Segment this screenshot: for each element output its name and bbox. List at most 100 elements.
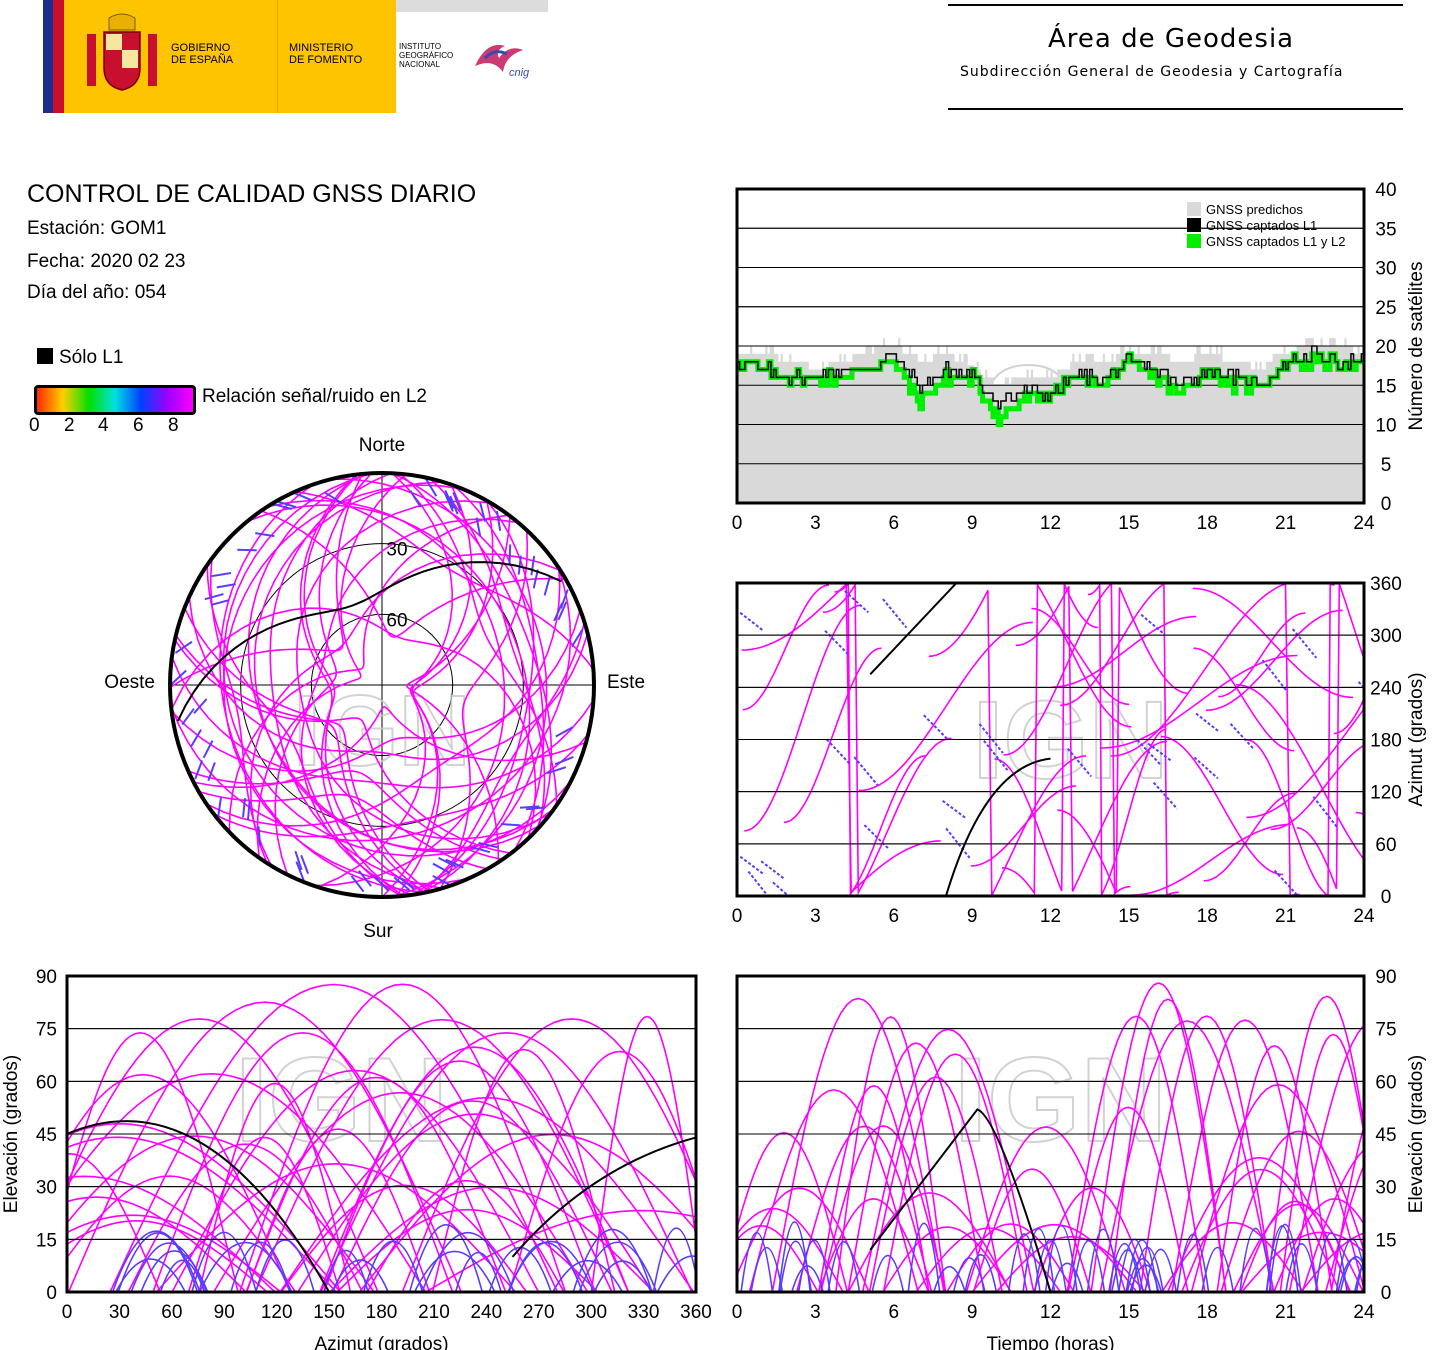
ministry-line-1: MINISTERIO xyxy=(289,42,354,54)
elevation-track xyxy=(366,1179,565,1292)
elevation-track xyxy=(971,1223,1138,1292)
elevation-track xyxy=(1032,1187,1152,1292)
low-elev-track xyxy=(1110,1249,1144,1292)
x-tick-label: 0 xyxy=(732,906,743,927)
low-elev-segment xyxy=(216,583,236,589)
sky-track xyxy=(260,510,566,638)
low-elev-segment xyxy=(444,493,454,512)
azimuth-track xyxy=(1203,792,1295,882)
y-tick-label: 75 xyxy=(36,1020,57,1041)
y-tick-label: 30 xyxy=(1375,259,1396,280)
low-elev-segment xyxy=(1229,723,1255,751)
low-elev-segment xyxy=(247,800,251,820)
snr-tick-6: 6 xyxy=(133,415,144,436)
azimuth-track xyxy=(858,621,1033,792)
sky-track xyxy=(395,500,494,897)
elevation-track xyxy=(245,1128,431,1292)
elevation-track xyxy=(771,997,945,1292)
low-elev-track xyxy=(1086,1228,1120,1292)
tracks: IGN xyxy=(737,982,1364,1292)
low-elev-track xyxy=(159,1259,206,1292)
azimuth-track xyxy=(783,647,882,824)
low-elev-segment xyxy=(190,729,202,748)
low-elev-segment xyxy=(1261,659,1287,691)
low-elev-segment xyxy=(300,854,310,874)
low-elev-segment xyxy=(194,760,204,780)
y-tick-label: 40 xyxy=(1375,180,1396,201)
x-tick-label: 24 xyxy=(1353,906,1375,927)
x-tick-label: 360 xyxy=(680,1302,712,1323)
elevation-track xyxy=(1090,982,1227,1292)
low-elev-track xyxy=(964,1254,998,1292)
l1-track xyxy=(945,757,1051,896)
label-south: Sur xyxy=(363,921,393,942)
l1-series-line xyxy=(737,345,1364,410)
low-elev-segment xyxy=(255,532,275,538)
azimuth-track xyxy=(1160,735,1284,876)
sky-track xyxy=(198,790,488,870)
low-elev-track xyxy=(552,1260,624,1292)
low-elev-segment xyxy=(555,726,574,738)
x-tick-label: 270 xyxy=(523,1302,555,1323)
sky-track xyxy=(183,607,426,894)
ign-line-3: NACIONAL xyxy=(399,60,440,69)
y-tick-label: 240 xyxy=(1370,678,1402,699)
area-subtitle: Subdirección General de Geodesia y Carto… xyxy=(960,64,1344,80)
low-elev-segment xyxy=(479,502,486,522)
tracks: IGN xyxy=(170,473,594,897)
x-tick-label: 240 xyxy=(470,1302,502,1323)
low-elev-segment xyxy=(324,491,343,504)
low-elev-segment xyxy=(525,806,546,811)
x-tick-label: 21 xyxy=(1275,513,1296,534)
low-elev-track xyxy=(791,1265,824,1292)
x-tick-label: 18 xyxy=(1197,513,1218,534)
low-elev-track xyxy=(1144,1248,1178,1292)
area-bottom-rule xyxy=(948,108,1403,110)
l1-track xyxy=(869,583,958,675)
elevation-track xyxy=(67,1122,341,1292)
x-tick-label: 150 xyxy=(313,1302,345,1323)
elevation-track xyxy=(818,1084,930,1292)
y-tick-label: 35 xyxy=(1375,219,1396,240)
azimuth-track xyxy=(928,590,1087,896)
elevation-track xyxy=(861,1028,1035,1292)
ign-line-1: INSTITUTO xyxy=(399,42,442,51)
low-elev-track xyxy=(907,1222,941,1292)
elevation-track xyxy=(1190,1083,1364,1292)
sky-track xyxy=(256,473,407,858)
elevation-track xyxy=(820,1125,947,1292)
ministry-divider xyxy=(277,0,278,113)
elevation-track xyxy=(835,1016,947,1292)
y-tick-label: 15 xyxy=(1375,376,1396,397)
elevation-track xyxy=(238,983,567,1292)
elevation-track xyxy=(1161,1221,1304,1292)
gov-yellow-panel xyxy=(64,0,277,113)
low-elev-segment xyxy=(170,669,187,685)
elevation-track xyxy=(401,1018,696,1292)
sky-track xyxy=(171,609,581,773)
low-elev-segment xyxy=(824,630,850,656)
plot-border xyxy=(735,581,1366,898)
low-elev-segment xyxy=(193,698,208,714)
elevation-track xyxy=(1330,1123,1364,1292)
satellite-count-chart: 0 5 10 15 20 25 30 35 40 0 3 6 9 12 15 18 21 24 Número de … xyxy=(732,180,1427,534)
low-elev-track xyxy=(1072,1240,1106,1292)
azimuth-track xyxy=(1333,696,1364,735)
ministry-line-2: DE FOMENTO xyxy=(289,54,363,66)
azimuth-track xyxy=(1060,583,1179,896)
elevation-track xyxy=(67,1219,268,1292)
l1-track xyxy=(177,561,562,722)
label-east: Este xyxy=(607,672,645,693)
low-elev-track xyxy=(1339,1256,1364,1292)
x-tick-label: 210 xyxy=(418,1302,450,1323)
low-elev-segment xyxy=(257,826,262,847)
low-elev-track xyxy=(933,1265,966,1292)
x-tick-label: 21 xyxy=(1275,906,1296,927)
sky-track xyxy=(222,473,572,857)
sky-track xyxy=(210,558,273,867)
low-elev-track xyxy=(111,1230,201,1292)
sky-track xyxy=(219,483,427,893)
x-tick-label: 24 xyxy=(1353,513,1375,534)
low-elev-segment xyxy=(393,876,411,891)
